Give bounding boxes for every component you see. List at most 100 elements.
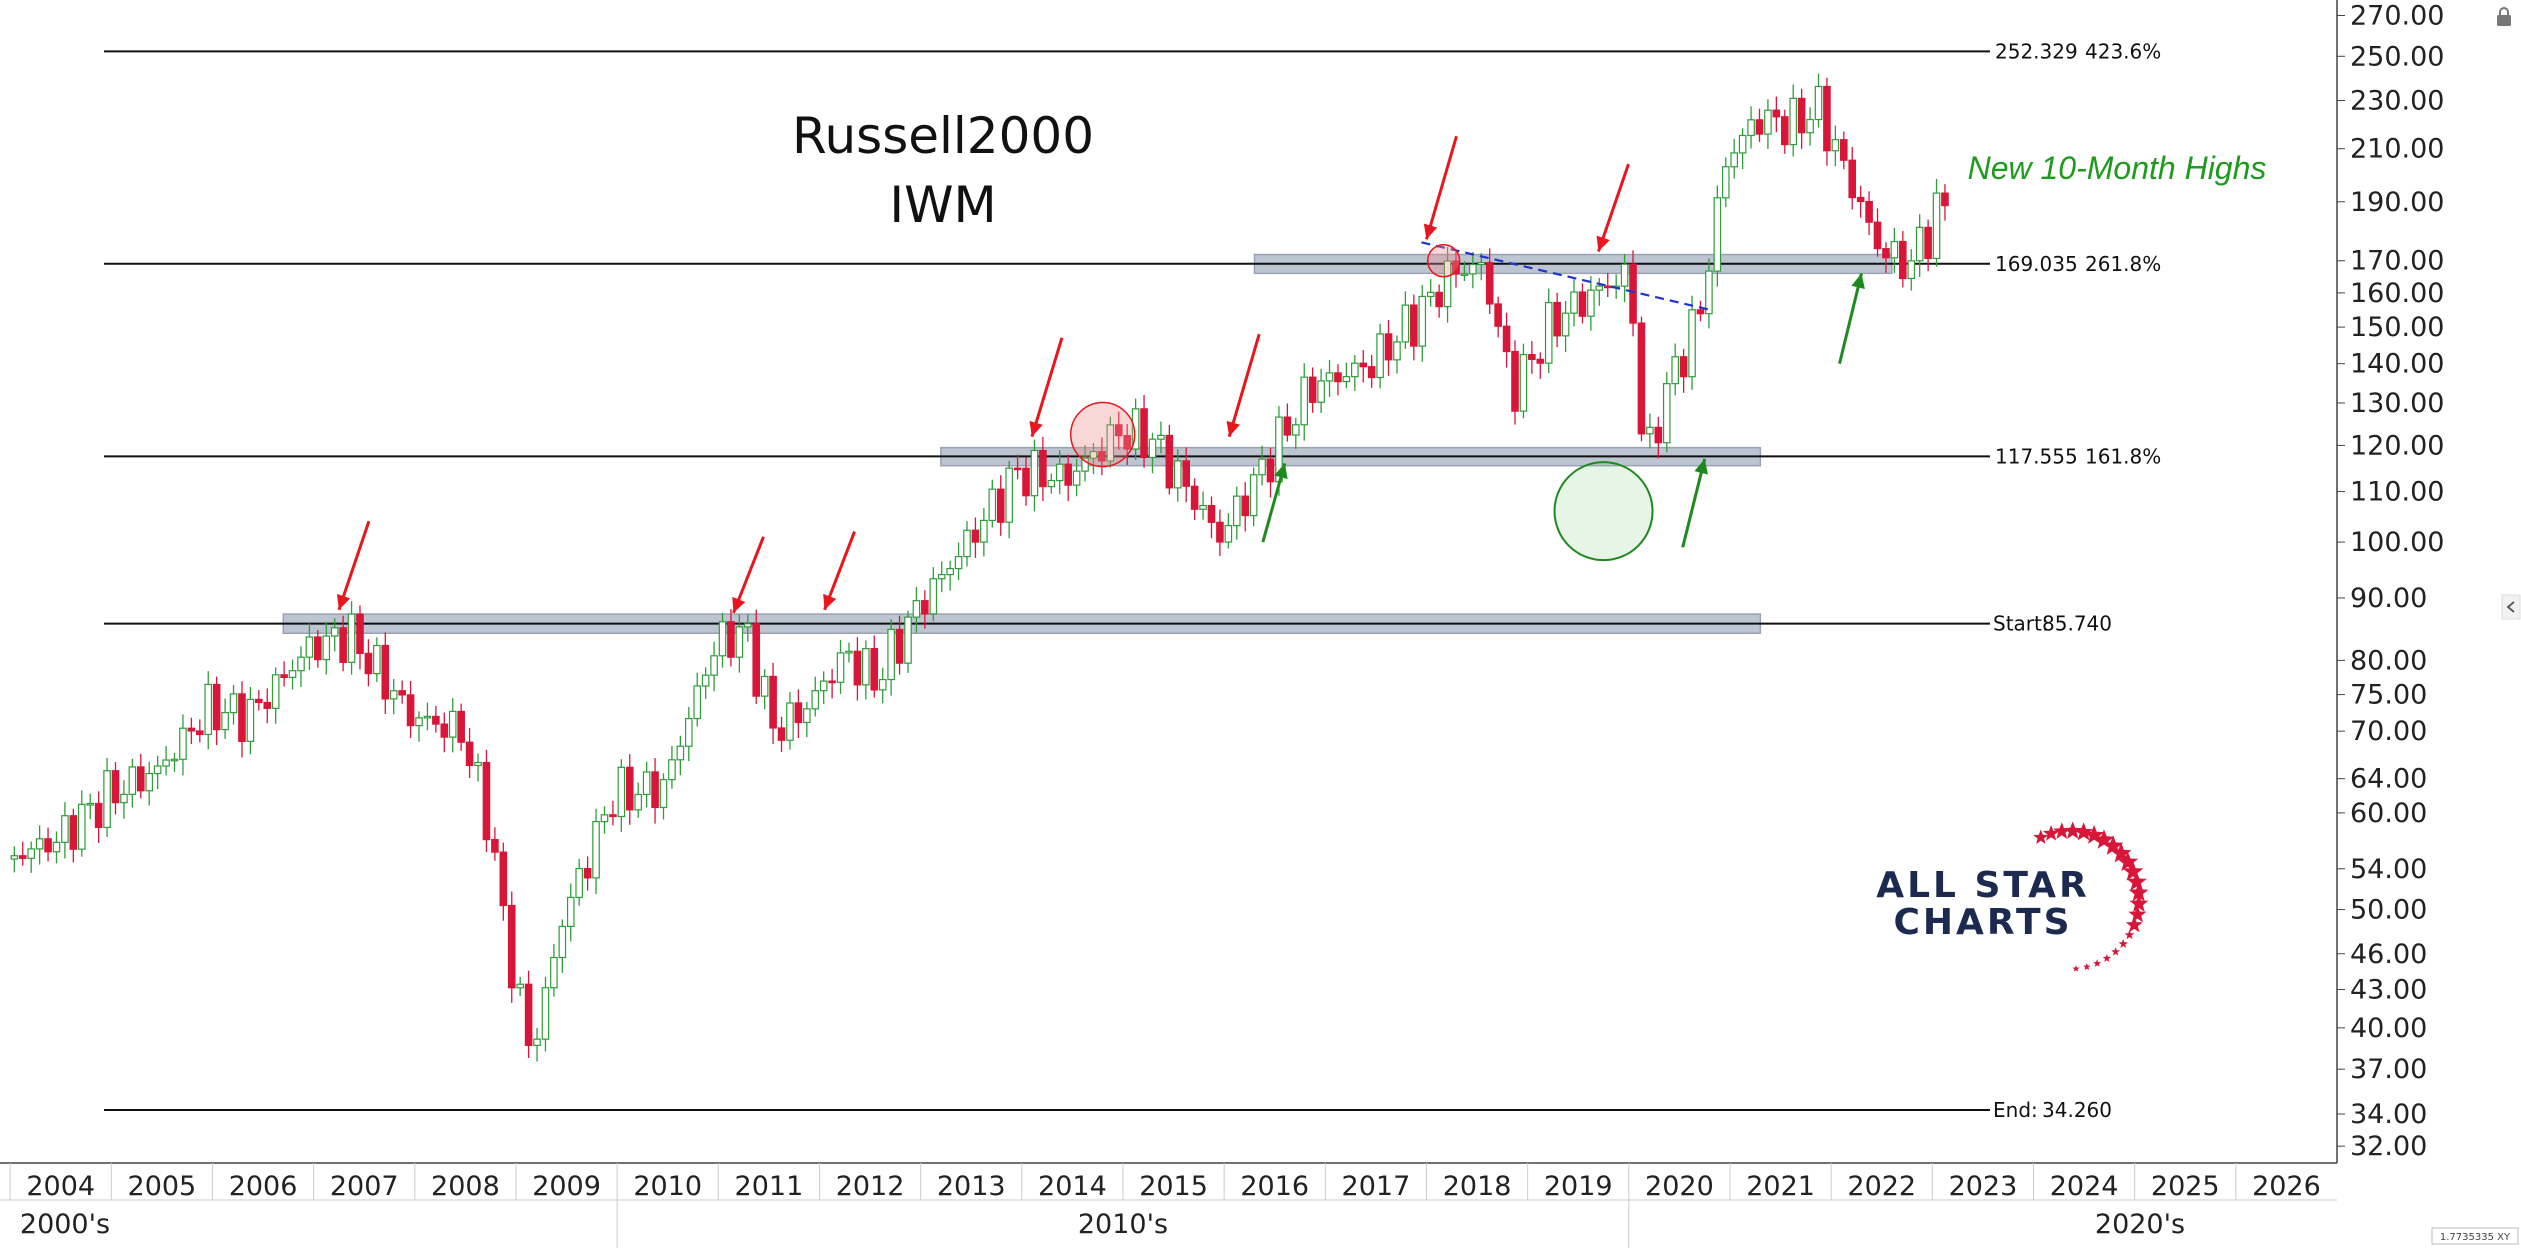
year-label: 2008 — [431, 1171, 500, 1202]
candle-body — [1696, 309, 1705, 315]
candle-body — [1258, 458, 1266, 476]
dashed-trendline — [1421, 241, 1711, 311]
candle-body — [1224, 525, 1233, 543]
candle-body — [1713, 197, 1722, 272]
price-tick-label: 120.00 — [2350, 430, 2444, 461]
candle-body — [423, 715, 432, 719]
candle-body — [1519, 354, 1528, 412]
candle-body — [1587, 289, 1595, 317]
logo-star — [2093, 829, 2115, 849]
candle-body — [120, 793, 128, 804]
candle-body — [288, 670, 297, 678]
candle-body — [971, 529, 980, 543]
level-label: 85.740 — [2042, 612, 2112, 636]
candle-body — [1603, 285, 1612, 289]
annotation-arrowhead — [1596, 235, 1610, 252]
level-label: 34.260 — [2042, 1098, 2112, 1122]
candle-body — [1283, 416, 1292, 436]
candle-body — [18, 855, 27, 859]
candle-body — [836, 652, 845, 683]
logo-star — [2129, 893, 2149, 912]
logo-star — [2110, 842, 2132, 863]
annotation-arrow — [1838, 273, 1863, 365]
candle-body — [229, 693, 238, 714]
candle-body — [1814, 85, 1823, 121]
candle-body — [364, 652, 373, 675]
candle-body — [609, 814, 617, 818]
candle-body — [1460, 273, 1469, 276]
level-tag: 161.8% — [2085, 444, 2161, 468]
candle-body — [238, 693, 246, 742]
candle-body — [744, 623, 752, 628]
chevron-left-icon[interactable] — [2501, 594, 2521, 620]
axes: 270.00 250.00 230.00 210.00 190.00 170.00160.… — [0, 0, 2444, 1248]
candle-body — [1064, 463, 1072, 486]
candle-body — [1249, 474, 1258, 517]
logo-star — [2102, 954, 2111, 962]
year-label: 2005 — [128, 1171, 197, 1202]
price-tick-label: 75.00 — [2350, 680, 2427, 711]
price-tick-label: 70.00 — [2350, 716, 2427, 747]
candle-body — [1308, 376, 1317, 403]
candle-body — [1393, 341, 1401, 361]
candle-body — [558, 925, 567, 959]
chart-ui: 1.7735335 XY — [2431, 7, 2521, 1245]
candle-body — [1157, 434, 1165, 440]
candle-body — [845, 650, 853, 654]
candle-body — [1924, 226, 1932, 260]
candle-body — [1123, 435, 1131, 450]
candle-body — [255, 698, 263, 704]
candle-body — [381, 644, 390, 700]
candle-body — [1072, 470, 1081, 486]
price-tick-label: 190.00 — [2350, 187, 2444, 218]
candle-body — [111, 770, 120, 804]
candle-body — [1840, 139, 1848, 161]
candle-body — [727, 621, 735, 658]
candle-body — [69, 815, 78, 850]
candle-body — [1098, 451, 1106, 462]
candle-body — [1148, 438, 1157, 459]
price-tick-label: 80.00 — [2350, 645, 2427, 676]
highlight-circle — [1426, 243, 1461, 278]
candle-body — [1772, 109, 1781, 118]
candle-body — [1334, 372, 1342, 383]
price-tick-label: 54.00 — [2350, 854, 2427, 885]
logo-star — [2125, 916, 2143, 933]
candle-body — [1873, 221, 1882, 250]
candle-body — [1907, 260, 1916, 280]
candle-body — [1030, 449, 1039, 497]
year-label: 2019 — [1544, 1171, 1613, 1202]
candle-body — [263, 701, 272, 709]
year-label: 2017 — [1342, 1171, 1411, 1202]
price-tick-label: 250.00 — [2350, 41, 2444, 72]
candle-body — [592, 820, 600, 879]
candle-body — [77, 803, 86, 850]
price-tick-label: 32.00 — [2350, 1131, 2427, 1162]
price-tick-label: 37.00 — [2350, 1054, 2427, 1085]
candle-body — [887, 628, 895, 681]
candle-body — [777, 727, 786, 741]
candle-body — [676, 745, 685, 761]
candle-body — [196, 730, 204, 736]
candle-body — [1511, 350, 1519, 412]
candle-body — [1190, 485, 1199, 510]
candle-body — [221, 711, 229, 731]
level-tag: 423.6% — [2085, 39, 2161, 63]
candle-body — [1182, 460, 1191, 487]
candle-body — [684, 717, 693, 747]
candle-body — [819, 680, 828, 692]
lock-icon[interactable] — [2497, 7, 2511, 26]
price-tick-label: 100.00 — [2350, 527, 2444, 558]
candle-body — [373, 644, 381, 675]
candle-body — [566, 896, 575, 928]
price-tick-label: 210.00 — [2350, 134, 2444, 165]
candle-body — [1039, 449, 1047, 488]
year-label: 2013 — [937, 1171, 1006, 1202]
candle-body — [448, 710, 457, 738]
candle-body — [44, 838, 52, 853]
candle-body — [659, 779, 668, 809]
year-label: 2026 — [2252, 1171, 2321, 1202]
logo-star — [2128, 882, 2149, 902]
candle-body — [153, 765, 162, 775]
candle-body — [162, 759, 170, 767]
